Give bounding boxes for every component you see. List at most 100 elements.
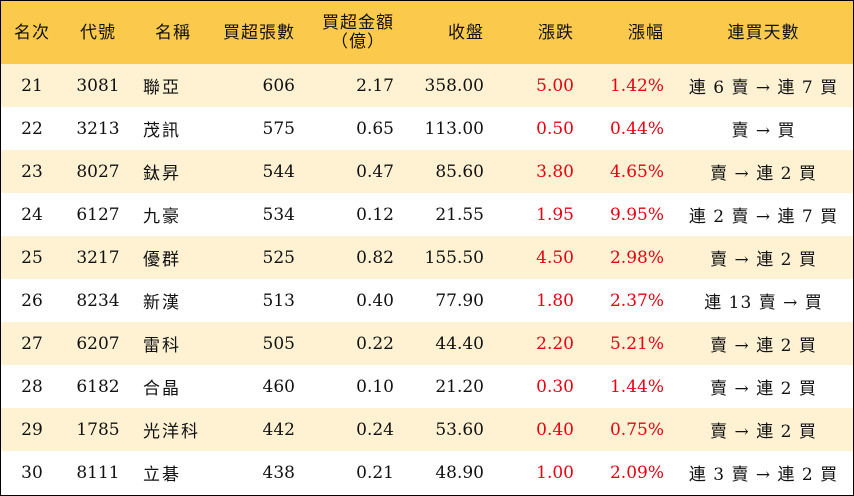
table-row: 27 6207 雷科 505 0.22 44.40 2.20 5.21% 賣 → 連 2 買 [1, 322, 853, 365]
cell-streak: 賣 → 連 2 買 [710, 336, 817, 356]
cell-net-buy-amount: 0.47 [356, 161, 394, 182]
cell-change: 1.80 [536, 290, 574, 311]
cell-change: 0.40 [536, 419, 574, 440]
cell-streak: 賣 → 連 2 買 [710, 250, 817, 270]
cell-net-buy-lots: 525 [262, 247, 295, 268]
cell-change-pct: 2.37% [609, 290, 664, 311]
cell-change: 0.30 [536, 376, 574, 397]
header-net-buy-amount: 買超金額 （億） [305, 1, 404, 64]
table-row: 25 3217 優群 525 0.82 155.50 4.50 2.98% 賣 → 連 2 買 [1, 236, 853, 279]
cell-streak: 連 3 賣 → 連 2 買 [688, 465, 839, 485]
cell-streak: 連 13 賣 → 買 [704, 293, 823, 313]
cell-change-pct: 1.42% [609, 75, 664, 96]
cell-net-buy-lots: 442 [262, 419, 295, 440]
header-net-buy-lots: 買超張數 [223, 22, 295, 43]
cell-name: 鈦昇 [143, 164, 181, 184]
header-change-pct: 漲幅 [628, 22, 664, 43]
cell-change-pct: 5.21% [609, 333, 664, 354]
cell-change-pct: 2.98% [609, 247, 664, 268]
cell-net-buy-lots: 544 [262, 161, 295, 182]
table-row: 30 8111 立碁 438 0.21 48.90 1.00 2.09% 連 3 賣 → 連 2… [1, 451, 853, 494]
cell-name: 立碁 [143, 465, 181, 485]
cell-change-pct: 4.65% [609, 161, 664, 182]
cell-net-buy-lots: 438 [262, 462, 295, 483]
table-body: 21 3081 聯亞 606 2.17 358.00 5.00 1.42% 連 6 賣 → 連 … [1, 64, 853, 494]
cell-streak: 連 6 賣 → 連 7 買 [688, 78, 839, 98]
cell-change-pct: 0.44% [609, 118, 664, 139]
cell-name: 合晶 [143, 379, 181, 399]
header-name: 名稱 [155, 22, 191, 43]
table-row: 22 3213 茂訊 575 0.65 113.00 0.50 0.44% 賣 → 買 [1, 107, 853, 150]
cell-streak: 賣 → 連 2 買 [710, 379, 817, 399]
cell-code: 1785 [76, 419, 120, 440]
header-net-buy-amount-line2: （億） [331, 31, 385, 52]
cell-net-buy-lots: 575 [262, 118, 295, 139]
cell-name: 雷科 [143, 336, 181, 356]
header-rank: 名次 [14, 22, 50, 43]
cell-rank: 26 [21, 290, 43, 311]
cell-rank: 21 [21, 75, 43, 96]
cell-name: 茂訊 [143, 121, 181, 141]
cell-close: 48.90 [435, 462, 484, 483]
cell-change: 4.50 [536, 247, 574, 268]
cell-streak: 連 2 賣 → 連 7 買 [688, 207, 839, 227]
cell-net-buy-amount: 0.65 [356, 118, 394, 139]
cell-rank: 30 [21, 462, 43, 483]
table-row: 28 6182 合晶 460 0.10 21.20 0.30 1.44% 賣 → 連 2 買 [1, 365, 853, 408]
cell-code: 6207 [76, 333, 120, 354]
cell-net-buy-lots: 606 [262, 75, 295, 96]
cell-close: 21.20 [435, 376, 484, 397]
cell-rank: 22 [21, 118, 43, 139]
cell-streak: 賣 → 買 [731, 121, 796, 141]
cell-change-pct: 0.75% [609, 419, 664, 440]
cell-change: 5.00 [536, 75, 574, 96]
cell-net-buy-amount: 0.12 [356, 204, 394, 225]
cell-rank: 29 [21, 419, 43, 440]
cell-close: 155.50 [424, 247, 484, 268]
cell-close: 113.00 [424, 118, 484, 139]
cell-net-buy-amount: 0.21 [356, 462, 394, 483]
cell-net-buy-lots: 513 [262, 290, 295, 311]
cell-rank: 23 [21, 161, 43, 182]
cell-change-pct: 1.44% [609, 376, 664, 397]
cell-code: 8027 [76, 161, 120, 182]
cell-change-pct: 2.09% [609, 462, 664, 483]
table-row: 29 1785 光洋科 442 0.24 53.60 0.40 0.75% 賣 → 連 2 買 [1, 408, 853, 451]
cell-net-buy-amount: 0.22 [356, 333, 394, 354]
header-net-buy-amount-line1: 買超金額 [322, 12, 394, 33]
cell-code: 6127 [76, 204, 120, 225]
cell-close: 358.00 [424, 75, 484, 96]
header-change: 漲跌 [538, 22, 574, 43]
table-row: 21 3081 聯亞 606 2.17 358.00 5.00 1.42% 連 6 賣 → 連 … [1, 64, 853, 107]
cell-net-buy-lots: 534 [262, 204, 295, 225]
cell-net-buy-lots: 460 [262, 376, 295, 397]
cell-code: 8234 [76, 290, 120, 311]
header-streak: 連買天數 [727, 22, 800, 43]
cell-code: 3213 [76, 118, 120, 139]
header-close: 收盤 [448, 22, 484, 43]
cell-net-buy-amount: 0.10 [356, 376, 394, 397]
cell-change: 1.95 [536, 204, 574, 225]
header-code: 代號 [80, 22, 116, 43]
cell-name: 優群 [143, 250, 181, 270]
table-row: 24 6127 九豪 534 0.12 21.55 1.95 9.95% 連 2 賣 → 連 7… [1, 193, 853, 236]
cell-close: 44.40 [435, 333, 484, 354]
cell-code: 8111 [76, 462, 120, 483]
cell-close: 53.60 [435, 419, 484, 440]
cell-name: 聯亞 [143, 78, 181, 98]
cell-rank: 28 [21, 376, 43, 397]
cell-change: 0.50 [536, 118, 574, 139]
cell-code: 3217 [76, 247, 120, 268]
cell-rank: 24 [21, 204, 43, 225]
table-row: 23 8027 鈦昇 544 0.47 85.60 3.80 4.65% 賣 → 連 2 買 [1, 150, 853, 193]
cell-name: 光洋科 [143, 422, 200, 442]
cell-net-buy-amount: 0.82 [356, 247, 394, 268]
cell-name: 九豪 [143, 207, 181, 227]
cell-change: 3.80 [536, 161, 574, 182]
cell-rank: 27 [21, 333, 43, 354]
cell-close: 21.55 [435, 204, 484, 225]
cell-close: 85.60 [435, 161, 484, 182]
cell-net-buy-amount: 2.17 [356, 75, 394, 96]
